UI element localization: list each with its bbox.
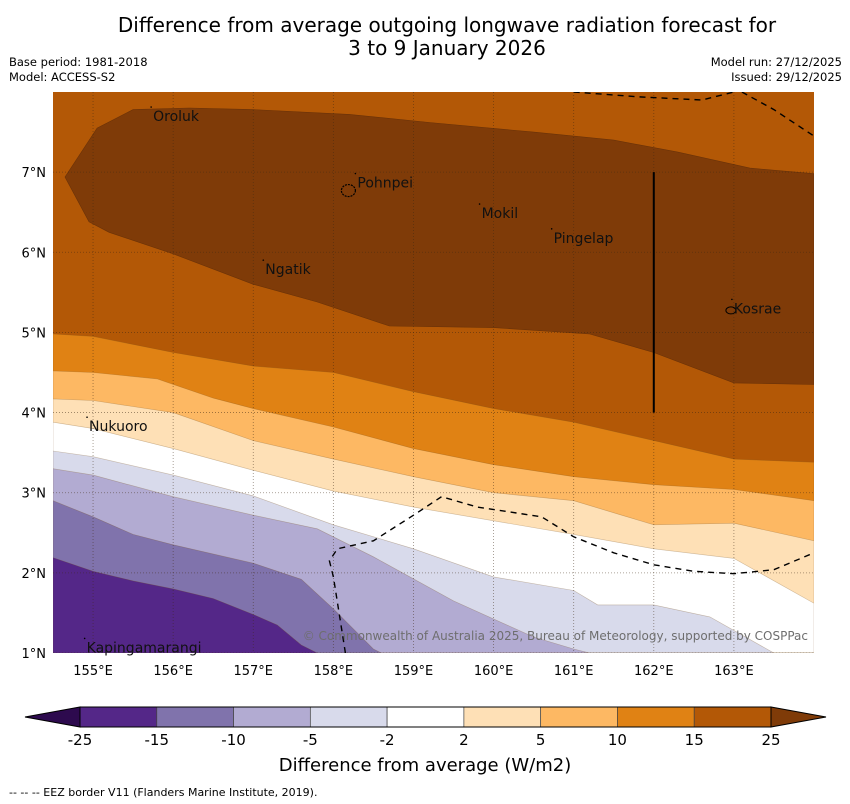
- colorbar-segment: [309, 706, 388, 728]
- place-marker: [150, 106, 152, 108]
- colorbar-segment: [540, 706, 618, 728]
- lat-tick-label: 4°N: [22, 407, 47, 422]
- lon-tick-label: 156°E: [153, 664, 193, 679]
- place-label-kapingamarangi: Kapingamarangi: [87, 640, 202, 656]
- colorbar-tick-label: -10: [221, 731, 246, 749]
- band-aboveto25: [64, 107, 814, 385]
- issued-date: Issued: 29/12/2025: [731, 70, 842, 84]
- eez-border-2: [741, 92, 814, 137]
- colorbar-segment: [463, 706, 542, 728]
- colorbar-tick-label: -2: [380, 731, 395, 749]
- lat-tick-label: 2°N: [22, 567, 47, 582]
- place-marker: [83, 637, 86, 640]
- lon-tick-label: 155°E: [73, 664, 113, 679]
- lon-tick-label: 161°E: [554, 664, 594, 679]
- chart-title: Difference from average outgoing longwav…: [0, 14, 850, 60]
- colorbar-tick-label: -5: [303, 731, 318, 749]
- place-label-pingelap: Pingelap: [554, 231, 614, 247]
- eez-borders: [328, 92, 814, 653]
- model-name: Model: ACCESS-S2: [9, 70, 116, 84]
- lon-tick-label: 157°E: [233, 664, 273, 679]
- base-period: Base period: 1981-2018: [9, 55, 148, 69]
- place-marker: [550, 228, 553, 230]
- place-label-nukuoro: Nukuoro: [89, 419, 147, 435]
- colorbar: -25 -15 -10 -5 -2 2 5 10 15 25: [24, 706, 827, 749]
- lon-tick-label: 158°E: [314, 664, 354, 679]
- axis-ticks: 155°E 156°E 157°E 158°E 159°E 160°E 161°E 162°E…: [22, 166, 754, 679]
- place-label-pohnpei: Pohnpei: [357, 176, 413, 192]
- colorbar-segment: [156, 706, 234, 728]
- eez-border-1: [573, 92, 735, 101]
- band--25to-15: [53, 557, 814, 653]
- lon-tick-label: 163°E: [714, 664, 754, 679]
- lat-tick-label: 5°N: [22, 326, 47, 341]
- place-marker: [262, 259, 265, 261]
- colorbar-tick-label: 25: [761, 731, 780, 749]
- lat-tick-label: 3°N: [22, 487, 47, 502]
- lat-tick-label: 7°N: [22, 166, 47, 181]
- place-label-kosrae: Kosrae: [734, 301, 781, 317]
- place-label-oroluk: Oroluk: [153, 109, 200, 125]
- graticule: [53, 92, 814, 653]
- colorbar-segment: [386, 706, 465, 728]
- place-marker: [731, 298, 733, 301]
- colorbar-label: Difference from average (W/m2): [278, 755, 572, 776]
- lon-tick-label: 160°E: [474, 664, 514, 679]
- place-label-ngatik: Ngatik: [265, 262, 311, 278]
- meta-right: Model run: 27/12/2025 Issued: 29/12/2025: [711, 55, 842, 85]
- place-marker: [354, 172, 357, 175]
- place-marker: [478, 203, 481, 205]
- colorbar-tick-label: 5: [536, 731, 546, 749]
- eez-footnote: -- -- -- EEZ border V11 (Flanders Marine…: [9, 786, 318, 799]
- kosrae-island-outline: [725, 306, 737, 315]
- island-outlines: [340, 183, 737, 315]
- chart-title-line2: 3 to 9 January 2026: [348, 36, 546, 60]
- colorbar-extend-high: [770, 706, 827, 728]
- contour-bands: [53, 92, 814, 653]
- colorbar-extend-low: [24, 706, 81, 728]
- place-label-mokil: Mokil: [482, 206, 519, 222]
- colorbar-segment: [233, 706, 311, 728]
- colorbar-segment: [693, 706, 772, 728]
- colorbar-segment: [617, 706, 695, 728]
- colorbar-segment: [79, 706, 158, 728]
- colorbar-tick-label: 2: [459, 731, 469, 749]
- eez-border-0: [328, 495, 814, 653]
- meta-left: Base period: 1981-2018 Model: ACCESS-S2: [9, 55, 148, 85]
- lon-tick-label: 159°E: [394, 664, 434, 679]
- colorbar-tick-label: 15: [685, 731, 704, 749]
- lat-tick-label: 6°N: [22, 246, 47, 261]
- colorbar-outline: [79, 706, 772, 728]
- colorbar-tick-label: -15: [145, 731, 170, 749]
- pohnpei-island-outline: [340, 183, 356, 198]
- colorbar-tick-label: 10: [608, 731, 627, 749]
- colorbar-tick-label: -25: [68, 731, 93, 749]
- lon-tick-label: 162°E: [634, 664, 674, 679]
- lat-tick-label: 1°N: [22, 647, 47, 662]
- copyright-notice: © Commonwealth of Australia 2025, Bureau…: [303, 629, 808, 643]
- chart-title-line1: Difference from average outgoing longwav…: [117, 13, 777, 37]
- place-labels: Oroluk Pohnpei Mokil Pingelap Ngatik Kosrae Nu…: [83, 106, 781, 656]
- place-marker: [86, 416, 88, 418]
- model-run: Model run: 27/12/2025: [710, 55, 842, 69]
